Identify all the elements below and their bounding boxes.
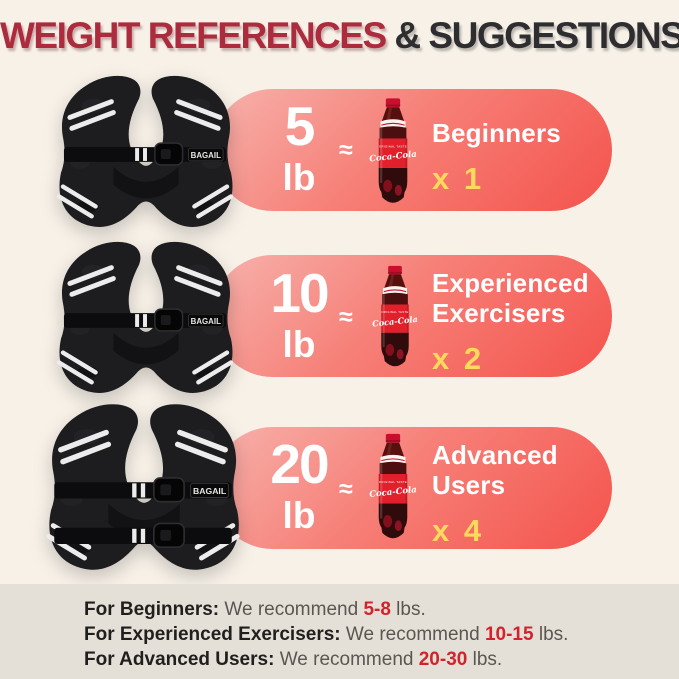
vest-brand-label [190,482,230,498]
weight-value-20lb: 20 lb [244,433,354,536]
recommendation-range: 10-15 [484,624,534,645]
weighted-vest-image-5lb [36,72,254,240]
vest-brand-label [187,147,224,162]
vest-brand-label [187,313,224,328]
audience-block-advanced: Advanced Users x 4 [432,440,558,549]
weight-unit: lb [282,324,316,365]
audience-label: Advanced Users [432,440,558,500]
coke-bottle [368,433,418,539]
recommendations-footer: For Beginners: We recommend 5-8 lbs. For… [0,584,679,679]
audience-label: Experienced Exercisers [432,268,589,328]
audience-label-line2: Exercisers [432,298,566,329]
weight-unit: lb [282,157,316,198]
recommendation-beginners: For Beginners: We recommend 5-8 lbs. [84,597,679,622]
coke-bottle [368,97,418,204]
bottle-multiplier: x 4 [432,513,485,549]
weight-value-10lb: 10 lb [244,262,354,365]
recommendation-text: We recommend [340,624,485,645]
title-primary: WEIGHT REFERENCES [0,15,387,56]
bottle-multiplier: x 2 [432,341,485,377]
weight-number: 5 [284,95,316,157]
recommendation-suffix: lbs. [533,624,569,645]
recommendation-suffix: lbs. [390,599,426,620]
approx-symbol: ≈ [339,136,353,164]
audience-block-beginners: Beginners x 1 [432,118,561,197]
coke-bottle [371,265,419,367]
audience-label-line1: Experienced [432,268,589,298]
weighted-vest-image-10lb [36,238,254,406]
title-secondary: & SUGGESTIONS [385,15,679,56]
audience-label: Beginners [432,118,561,148]
recommendation-range: 20-30 [418,649,468,670]
recommendation-experienced: For Experienced Exercisers: We recommend… [84,622,679,647]
audience-label-line1: Advanced [432,440,558,470]
weight-unit: lb [282,495,316,536]
approx-symbol: ≈ [339,475,353,503]
coke-bottle-image [368,97,418,204]
audience-block-experienced: Experienced Exercisers x 2 [432,268,589,377]
page-title: WEIGHT REFERENCES & SUGGESTIONS [0,15,679,57]
recommendation-label: For Experienced Exercisers: [84,624,341,645]
recommendation-suffix: lbs. [467,649,503,670]
recommendation-label: For Beginners: [84,599,220,620]
coke-bottle-image [371,265,419,367]
weight-number: 10 [270,262,329,324]
recommendation-label: For Advanced Users: [84,649,275,670]
approx-symbol: ≈ [339,303,353,331]
recommendation-range: 5-8 [363,599,391,620]
recommendation-advanced: For Advanced Users: We recommend 20-30 l… [84,647,679,672]
weighted-vest-image-20lb [17,400,269,584]
weight-value-5lb: 5 lb [244,95,354,198]
recommendation-text: We recommend [219,599,364,620]
coke-bottle-image [368,433,418,539]
recommendation-text: We recommend [274,649,419,670]
audience-label-line2: Users [432,470,506,501]
weight-number: 20 [270,433,329,495]
bottle-multiplier: x 1 [432,161,485,197]
